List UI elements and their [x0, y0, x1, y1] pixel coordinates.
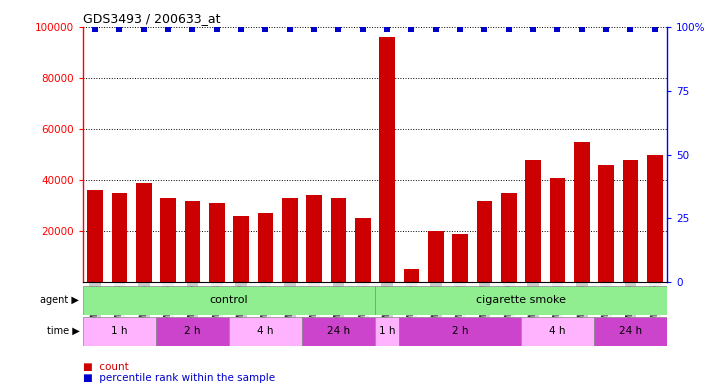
Point: [235, 26, 247, 33]
Bar: [521, 317, 594, 346]
Bar: [112, 193, 128, 282]
Point: [187, 26, 198, 33]
Point: [503, 26, 515, 33]
Text: 1 h: 1 h: [379, 326, 395, 336]
Bar: [257, 213, 273, 282]
Text: 24 h: 24 h: [327, 326, 350, 336]
Bar: [185, 200, 200, 282]
Text: ■  count: ■ count: [83, 362, 128, 372]
Text: 24 h: 24 h: [619, 326, 642, 336]
Bar: [136, 183, 151, 282]
Text: time ▶: time ▶: [47, 326, 79, 336]
Bar: [233, 216, 249, 282]
Bar: [647, 154, 663, 282]
Bar: [404, 270, 420, 282]
Bar: [229, 317, 302, 346]
Bar: [302, 317, 375, 346]
Text: 4 h: 4 h: [549, 326, 566, 336]
Bar: [549, 177, 565, 282]
Point: [162, 26, 174, 33]
Point: [357, 26, 368, 33]
Point: [284, 26, 296, 33]
Bar: [525, 160, 541, 282]
Point: [479, 26, 490, 33]
Point: [576, 26, 588, 33]
Text: 1 h: 1 h: [111, 326, 128, 336]
Point: [309, 26, 320, 33]
Bar: [87, 190, 103, 282]
Point: [552, 26, 563, 33]
Bar: [428, 231, 443, 282]
Bar: [399, 317, 521, 346]
Point: [527, 26, 539, 33]
Point: [381, 26, 393, 33]
Text: ■  percentile rank within the sample: ■ percentile rank within the sample: [83, 373, 275, 383]
Point: [332, 26, 344, 33]
Bar: [375, 286, 667, 315]
Bar: [574, 142, 590, 282]
Text: 4 h: 4 h: [257, 326, 274, 336]
Point: [260, 26, 271, 33]
Point: [406, 26, 417, 33]
Text: 2 h: 2 h: [184, 326, 200, 336]
Text: 2 h: 2 h: [452, 326, 469, 336]
Bar: [379, 37, 395, 282]
Bar: [209, 203, 225, 282]
Bar: [282, 198, 298, 282]
Bar: [598, 165, 614, 282]
Point: [211, 26, 223, 33]
Point: [454, 26, 466, 33]
Point: [601, 26, 612, 33]
Bar: [83, 286, 375, 315]
Text: control: control: [210, 295, 248, 306]
Point: [430, 26, 441, 33]
Text: agent ▶: agent ▶: [40, 295, 79, 306]
Bar: [375, 317, 399, 346]
Bar: [477, 200, 492, 282]
Text: GDS3493 / 200633_at: GDS3493 / 200633_at: [83, 12, 221, 25]
Point: [89, 26, 101, 33]
Bar: [330, 198, 346, 282]
Point: [649, 26, 660, 33]
Bar: [594, 317, 667, 346]
Bar: [306, 195, 322, 282]
Bar: [501, 193, 517, 282]
Bar: [452, 234, 468, 282]
Text: cigarette smoke: cigarette smoke: [476, 295, 566, 306]
Point: [624, 26, 636, 33]
Point: [138, 26, 149, 33]
Bar: [83, 317, 156, 346]
Bar: [160, 198, 176, 282]
Point: [114, 26, 125, 33]
Bar: [355, 218, 371, 282]
Bar: [156, 317, 229, 346]
Bar: [622, 160, 638, 282]
